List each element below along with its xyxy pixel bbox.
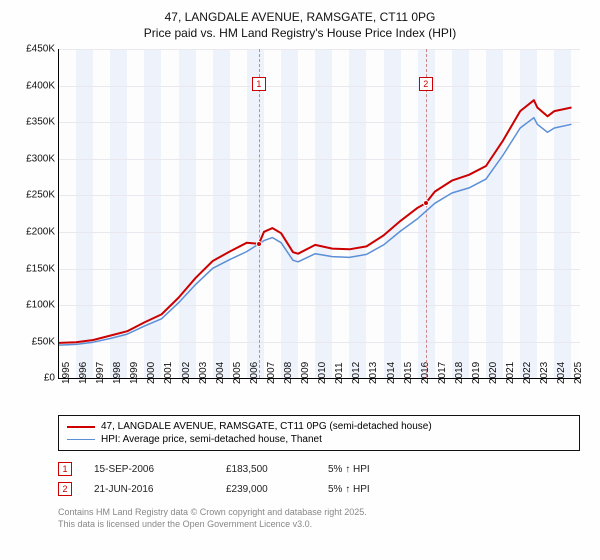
sale-marker-dot (256, 241, 262, 247)
series-svg (59, 49, 580, 378)
table-row: 1 15-SEP-2006 £183,500 5% ↑ HPI (58, 459, 580, 479)
footer: Contains HM Land Registry data © Crown c… (58, 507, 580, 530)
y-axis-label: £400K (11, 80, 55, 91)
legend-label-hpi: HPI: Average price, semi-detached house,… (101, 434, 322, 445)
legend-swatch-price-paid (67, 426, 95, 428)
y-axis-label: £150K (11, 263, 55, 274)
y-axis-label: £350K (11, 117, 55, 128)
y-axis-label: £100K (11, 300, 55, 311)
y-axis-label: £300K (11, 153, 55, 164)
sale-pct: 5% ↑ HPI (328, 464, 418, 475)
y-axis-label: £450K (11, 44, 55, 55)
y-axis-label: £0 (11, 373, 55, 384)
chart-title: 47, LANGDALE AVENUE, RAMSGATE, CT11 0PG … (14, 10, 586, 41)
title-line1: 47, LANGDALE AVENUE, RAMSGATE, CT11 0PG (14, 10, 586, 26)
sale-date: 15-SEP-2006 (94, 464, 204, 475)
table-row: 2 21-JUN-2016 £239,000 5% ↑ HPI (58, 479, 580, 499)
legend-row-hpi: HPI: Average price, semi-detached house,… (67, 433, 571, 446)
sale-price: £239,000 (226, 484, 306, 495)
sale-pct: 5% ↑ HPI (328, 484, 418, 495)
y-axis-label: £250K (11, 190, 55, 201)
sale-marker-dot (423, 200, 429, 206)
title-line2: Price paid vs. HM Land Registry's House … (14, 26, 586, 42)
y-axis-label: £200K (11, 226, 55, 237)
sales-table: 1 15-SEP-2006 £183,500 5% ↑ HPI 2 21-JUN… (58, 459, 580, 499)
footer-line1: Contains HM Land Registry data © Crown c… (58, 507, 580, 519)
sale-date: 21-JUN-2016 (94, 484, 204, 495)
legend-swatch-hpi (67, 439, 95, 440)
plot-area: £0£50K£100K£150K£200K£250K£300K£350K£400… (58, 49, 580, 379)
sale-marker-box: 2 (419, 77, 433, 91)
legend-row-price-paid: 47, LANGDALE AVENUE, RAMSGATE, CT11 0PG … (67, 420, 571, 433)
y-axis-label: £50K (11, 336, 55, 347)
sale-marker-box: 1 (252, 77, 266, 91)
legend: 47, LANGDALE AVENUE, RAMSGATE, CT11 0PG … (58, 415, 580, 451)
footer-line2: This data is licensed under the Open Gov… (58, 519, 580, 531)
chart-container: 47, LANGDALE AVENUE, RAMSGATE, CT11 0PG … (0, 0, 600, 560)
legend-label-price-paid: 47, LANGDALE AVENUE, RAMSGATE, CT11 0PG … (101, 421, 432, 432)
sale-marker-badge: 1 (58, 462, 72, 476)
sale-price: £183,500 (226, 464, 306, 475)
sale-marker-badge: 2 (58, 482, 72, 496)
